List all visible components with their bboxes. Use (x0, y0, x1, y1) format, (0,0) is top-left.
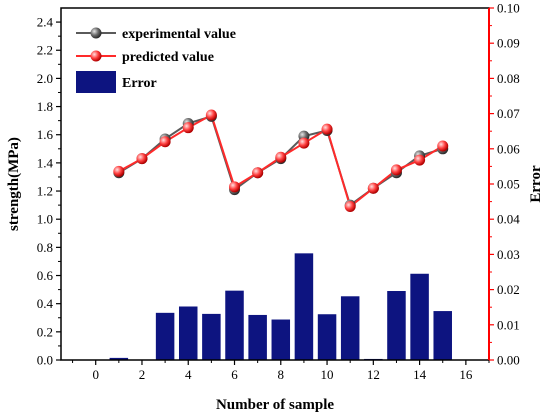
y-right-tick-label: 0.09 (497, 36, 520, 51)
predicted-point (275, 151, 287, 163)
y-left-tick-label: 0.8 (37, 240, 53, 255)
y-right-tick-label: 0.06 (497, 141, 520, 156)
y-right-tick-label: 0.03 (497, 247, 520, 262)
right-y-axis-ticks: 0.00 0.01 0.02 0.03 0.04 0.05 0.06 0.07 0.08 0.09… (489, 1, 520, 368)
predicted-point (390, 164, 402, 176)
x-tick-label: 16 (459, 367, 473, 382)
predicted-point (229, 181, 241, 193)
error-bar (271, 319, 291, 360)
error-bar (387, 291, 406, 360)
legend-marker-experimental (90, 27, 102, 39)
error-bar (317, 314, 337, 360)
y-left-tick-label: 1.4 (37, 155, 54, 170)
predicted-point (113, 165, 125, 177)
y-left-tick-label: 0.6 (37, 268, 54, 283)
left-y-axis-ticks: 0.0 0.2 0.4 0.6 0.8 1.0 1.2 1.4 1.6 1.8 2.0 2.2 2.4 (37, 15, 61, 368)
left-y-axis-title: strength(MPa) (6, 137, 22, 231)
error-bar (294, 253, 314, 360)
y-left-tick-label: 1.2 (37, 184, 53, 199)
y-left-tick-label: 2.2 (37, 43, 53, 58)
y-right-tick-label: 0.10 (497, 1, 520, 16)
error-bar (202, 313, 221, 360)
predicted-point (367, 182, 379, 194)
predicted-point (321, 123, 333, 135)
y-right-tick-label: 0.08 (497, 71, 520, 86)
y-left-tick-label: 0.4 (37, 296, 54, 311)
y-left-tick-label: 2.4 (37, 15, 54, 30)
x-tick-label: 6 (231, 367, 238, 382)
predicted-point (437, 140, 449, 152)
predicted-point (136, 153, 148, 165)
series-markers (113, 109, 449, 213)
error-bar (178, 306, 198, 360)
predicted-point (252, 167, 264, 179)
right-y-axis-title: Error (528, 165, 544, 203)
predicted-point (159, 136, 171, 148)
x-tick-label: 12 (367, 367, 380, 382)
predicted-point (344, 201, 356, 213)
error-bar (410, 273, 429, 360)
y-left-tick-label: 2.0 (37, 71, 53, 86)
x-tick-label: 14 (413, 367, 427, 382)
x-tick-label: 10 (321, 367, 334, 382)
y-left-tick-label: 1.6 (37, 127, 54, 142)
legend-label-error: Error (122, 76, 157, 91)
y-right-tick-label: 0.01 (497, 317, 520, 332)
x-tick-label: 2 (139, 367, 146, 382)
legend-marker-predicted (90, 50, 102, 62)
x-axis-ticks: 0 2 4 6 8 10 12 14 16 (72, 360, 490, 382)
x-axis-title: Number of sample (216, 397, 334, 413)
error-bar (109, 357, 129, 360)
legend: experimental value predicted value Error (76, 27, 236, 93)
legend-swatch-error (76, 71, 116, 93)
error-bar (225, 290, 244, 360)
predicted-point (182, 122, 194, 134)
y-right-tick-label: 0.00 (497, 353, 520, 368)
predicted-point (205, 109, 217, 121)
error-bar (340, 296, 360, 360)
predicted-point (298, 137, 310, 149)
y-left-tick-label: 0.0 (37, 353, 53, 368)
predicted-point (414, 154, 426, 166)
legend-label-predicted: predicted value (122, 50, 214, 65)
error-bar (248, 314, 267, 360)
error-bar (155, 312, 175, 360)
error-bars (109, 253, 452, 361)
y-right-tick-label: 0.04 (497, 212, 520, 227)
error-bar (433, 311, 452, 360)
x-tick-label: 4 (185, 367, 192, 382)
x-tick-label: 0 (92, 367, 99, 382)
y-left-tick-label: 1.8 (37, 99, 53, 114)
y-right-tick-label: 0.07 (497, 106, 520, 121)
y-left-tick-label: 1.0 (37, 212, 53, 227)
x-tick-label: 8 (278, 367, 285, 382)
legend-label-experimental: experimental value (122, 27, 236, 42)
y-left-tick-label: 0.2 (37, 324, 53, 339)
y-right-tick-label: 0.02 (497, 282, 520, 297)
y-right-tick-label: 0.05 (497, 177, 520, 192)
